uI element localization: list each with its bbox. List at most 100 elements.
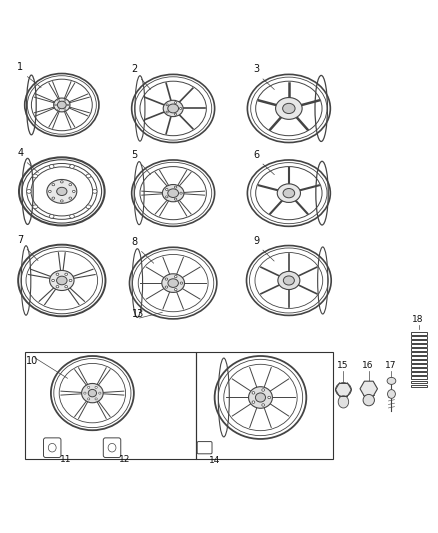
Ellipse shape: [262, 403, 265, 406]
Ellipse shape: [48, 443, 56, 452]
Ellipse shape: [81, 383, 103, 403]
Ellipse shape: [54, 98, 70, 112]
Ellipse shape: [88, 398, 90, 400]
Ellipse shape: [174, 186, 177, 188]
Ellipse shape: [255, 393, 265, 402]
Ellipse shape: [52, 183, 55, 185]
Ellipse shape: [387, 377, 396, 384]
Bar: [411, 344, 427, 347]
Bar: [411, 352, 427, 355]
Ellipse shape: [64, 100, 66, 101]
Ellipse shape: [276, 98, 302, 119]
Ellipse shape: [52, 279, 54, 281]
Text: 3: 3: [253, 64, 259, 75]
Ellipse shape: [338, 395, 349, 408]
Ellipse shape: [95, 386, 97, 389]
Ellipse shape: [55, 104, 57, 106]
Ellipse shape: [49, 214, 54, 218]
Ellipse shape: [49, 165, 54, 168]
Ellipse shape: [56, 273, 59, 276]
Ellipse shape: [57, 276, 67, 285]
Text: 14: 14: [209, 456, 221, 465]
Bar: [411, 332, 427, 335]
Ellipse shape: [95, 398, 97, 400]
Ellipse shape: [166, 111, 168, 113]
Ellipse shape: [69, 183, 72, 185]
Ellipse shape: [60, 200, 63, 202]
Bar: [411, 376, 427, 379]
Ellipse shape: [33, 205, 38, 209]
Ellipse shape: [88, 386, 90, 389]
Ellipse shape: [64, 109, 66, 110]
Ellipse shape: [388, 390, 396, 398]
Bar: [411, 340, 427, 343]
Ellipse shape: [166, 196, 168, 198]
Ellipse shape: [70, 165, 74, 168]
Text: 13: 13: [132, 309, 144, 319]
Ellipse shape: [174, 102, 177, 103]
Ellipse shape: [86, 174, 91, 178]
Ellipse shape: [56, 286, 59, 288]
Ellipse shape: [162, 274, 184, 293]
Ellipse shape: [163, 100, 183, 117]
Bar: [196, 352, 332, 459]
Text: 9: 9: [253, 236, 259, 246]
Ellipse shape: [92, 190, 97, 193]
Ellipse shape: [283, 103, 295, 114]
Ellipse shape: [168, 104, 179, 113]
Ellipse shape: [268, 396, 271, 399]
Ellipse shape: [174, 114, 177, 115]
Bar: [411, 360, 427, 363]
Ellipse shape: [168, 279, 178, 287]
Ellipse shape: [174, 198, 177, 200]
Text: 6: 6: [253, 150, 259, 159]
Ellipse shape: [108, 443, 116, 452]
Ellipse shape: [84, 392, 86, 394]
Bar: [411, 336, 427, 339]
Text: 18: 18: [412, 315, 424, 324]
Ellipse shape: [165, 286, 168, 288]
Ellipse shape: [72, 190, 75, 192]
Ellipse shape: [58, 100, 60, 101]
Ellipse shape: [65, 286, 67, 288]
Ellipse shape: [86, 205, 91, 209]
Bar: [411, 381, 427, 383]
Text: 11: 11: [60, 455, 71, 464]
Text: 8: 8: [132, 237, 138, 247]
Ellipse shape: [283, 189, 295, 198]
Bar: [411, 365, 427, 367]
Ellipse shape: [174, 276, 177, 278]
Text: 5: 5: [132, 150, 138, 159]
Ellipse shape: [49, 190, 51, 192]
Ellipse shape: [60, 181, 63, 183]
Ellipse shape: [166, 189, 168, 190]
Ellipse shape: [174, 288, 177, 290]
Ellipse shape: [27, 190, 31, 193]
Bar: [411, 356, 427, 359]
Ellipse shape: [165, 278, 168, 280]
Bar: [25, 352, 196, 459]
Ellipse shape: [162, 184, 184, 202]
Bar: [411, 373, 427, 375]
Ellipse shape: [278, 271, 300, 289]
Ellipse shape: [99, 392, 101, 394]
Ellipse shape: [277, 184, 300, 203]
Ellipse shape: [47, 180, 77, 203]
Bar: [411, 368, 427, 371]
Ellipse shape: [65, 273, 67, 276]
Text: 2: 2: [132, 64, 138, 75]
Ellipse shape: [69, 279, 72, 281]
Text: 17: 17: [385, 361, 396, 370]
Ellipse shape: [67, 104, 69, 106]
Ellipse shape: [57, 187, 67, 196]
Ellipse shape: [180, 192, 182, 194]
Ellipse shape: [252, 401, 255, 403]
Ellipse shape: [283, 276, 294, 285]
Ellipse shape: [180, 108, 182, 109]
Text: 1: 1: [17, 62, 23, 72]
Ellipse shape: [69, 197, 72, 199]
Text: 4: 4: [17, 148, 23, 158]
Ellipse shape: [58, 109, 60, 110]
Text: 7: 7: [17, 235, 24, 245]
Ellipse shape: [248, 387, 272, 408]
